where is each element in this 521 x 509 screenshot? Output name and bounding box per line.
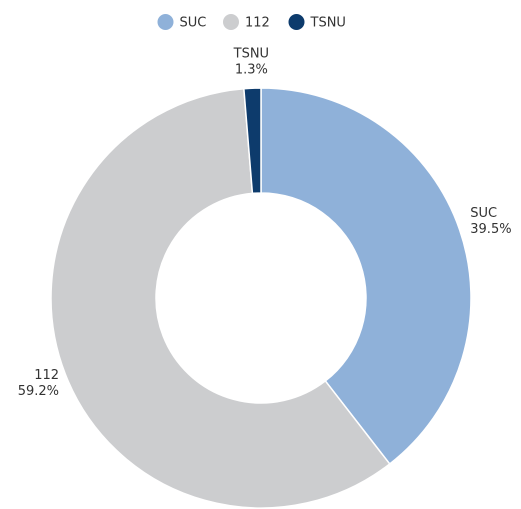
slice-value-label: 39.5% bbox=[470, 222, 511, 237]
donut bbox=[50, 87, 472, 509]
slice-category: 112 bbox=[34, 368, 59, 383]
legend-marker bbox=[288, 14, 305, 30]
legend-label: TSNU bbox=[310, 16, 346, 31]
legend-label: SUC bbox=[180, 16, 207, 31]
slice-category: TSNU bbox=[233, 47, 269, 62]
slice-category: SUC bbox=[470, 206, 497, 221]
donut-slice bbox=[50, 87, 391, 509]
donut-slice bbox=[243, 87, 262, 195]
legend-label: 112 bbox=[245, 16, 270, 31]
legend: SUC 112 TSNU bbox=[157, 14, 346, 31]
donut-slice bbox=[260, 87, 472, 465]
slice-value-label: 1.3% bbox=[235, 63, 268, 78]
slice-value-label: 59.2% bbox=[18, 384, 59, 399]
legend-marker bbox=[157, 14, 174, 30]
legend-marker bbox=[223, 14, 239, 30]
